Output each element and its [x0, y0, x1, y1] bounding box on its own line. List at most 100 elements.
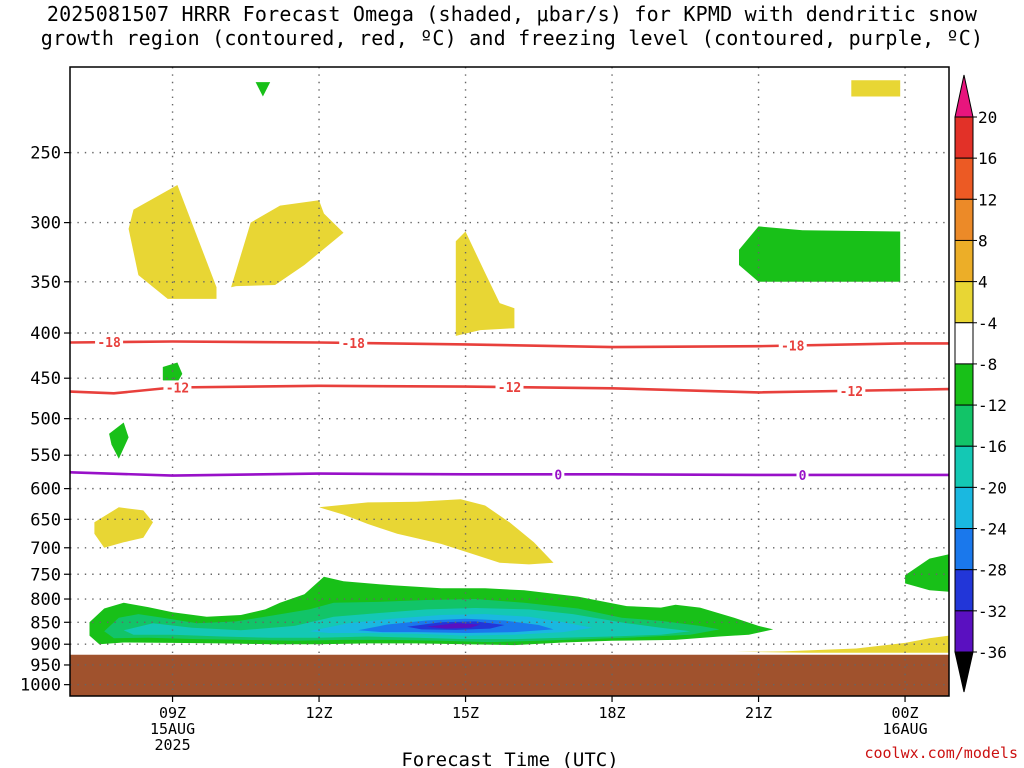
colorbar-segment-10: [954, 528, 974, 571]
colorbar-label: 12: [978, 190, 997, 209]
colorbar-segment-0: [954, 116, 974, 159]
y-tick-label-450: 450: [30, 369, 61, 389]
y-tick-label-300: 300: [30, 214, 61, 234]
colorbar-label: 8: [978, 231, 988, 250]
ground-layer: [70, 654, 949, 696]
contour-label-bg: [495, 380, 524, 395]
contour-label-dgz_-12C: -12: [166, 381, 189, 396]
contour-label-bg: [95, 335, 124, 350]
contour-dgz_-18C: -18 -18 -18: [70, 335, 949, 355]
colorbar-label: 20: [978, 108, 997, 127]
omega-region-5: [734, 635, 949, 653]
contour-line-freezing_0C: [70, 471, 949, 477]
contour-label-dgz_-12C: -12: [498, 381, 521, 396]
x-axis-label: Forecast Time (UTC): [401, 749, 618, 768]
x-tick-label-9-1: 15AUG: [150, 720, 195, 738]
colorbar-label: -28: [978, 561, 1007, 580]
colorbar-segment-4: [954, 281, 974, 324]
x-tick-label-9-2: 2025: [154, 736, 190, 754]
contour-label-dgz_-12C: -12: [840, 385, 863, 400]
contour-label-bg: [837, 383, 866, 398]
contour-label-dgz_-18C: -18: [781, 340, 805, 355]
colorbar-label: -36: [978, 643, 1007, 662]
colorbar-label: 4: [978, 273, 988, 292]
contour-label-bg: [778, 338, 807, 353]
contour-lines: -18 -18 -18-12 -12 -120 0: [70, 335, 949, 484]
colorbar-bottom-arrow: [954, 651, 974, 693]
omega-region-9: [109, 422, 129, 459]
contour-line-dgz_-18C: [70, 340, 949, 349]
colorbar-label: 16: [978, 149, 997, 168]
colorbar-segment-3: [954, 239, 974, 283]
y-tick-label-900: 900: [30, 635, 61, 655]
colorbar-segment-5: [954, 322, 974, 365]
y-tick-label-500: 500: [30, 410, 61, 430]
colorbar-segment-8: [954, 445, 974, 488]
contour-label-bg: [552, 467, 565, 482]
x-tick-label-24-1: 16AUG: [882, 720, 927, 738]
y-axis: 2503003504004505005506006507007508008509…: [20, 144, 70, 696]
y-tick-label-400: 400: [30, 324, 61, 344]
colorbar: 20 16 12 8 4 -4 -8 -12 -16 -20 -24 -28 -32 -36: [954, 74, 1007, 693]
contour-label-bg: [163, 380, 192, 395]
omega-region-4: [319, 499, 554, 565]
contour-label-bg: [796, 467, 809, 482]
contour-label-dgz_-18C: -18: [341, 337, 365, 352]
colorbar-segment-6: [954, 363, 974, 406]
colorbar-label: -16: [978, 437, 1007, 456]
grid-lines: [70, 67, 949, 696]
y-tick-label-650: 650: [30, 510, 61, 530]
credit-link[interactable]: coolwx.com/models: [864, 744, 1018, 762]
colorbar-label: -32: [978, 602, 1007, 621]
colorbar-segment-11: [954, 569, 974, 612]
y-tick-label-550: 550: [30, 446, 61, 466]
colorbar-segment-9: [954, 486, 974, 530]
contour-label-dgz_-18C: -18: [97, 336, 121, 351]
omega-region-0: [128, 185, 217, 299]
contour-label-freezing_0C: 0: [554, 468, 562, 483]
colorbar-segment-2: [954, 198, 974, 241]
omega-region-7: [739, 226, 901, 282]
x-tick-label-21-0: 21Z: [745, 704, 772, 722]
colorbar-label: -20: [978, 478, 1007, 497]
contour-dgz_-12C: -12 -12 -12: [70, 380, 949, 400]
colorbar-label: -24: [978, 520, 1007, 539]
omega-region-2: [455, 231, 515, 336]
colorbar-segment-1: [954, 157, 974, 200]
omega-region-18: [426, 623, 481, 629]
y-tick-label-750: 750: [30, 565, 61, 585]
contour-label-bg: [339, 335, 368, 350]
title-line-1: 2025081507 HRRR Forecast Omega (shaded, …: [46, 2, 978, 26]
y-tick-label-600: 600: [30, 480, 61, 500]
y-tick-label-950: 950: [30, 656, 61, 676]
y-tick-label-700: 700: [30, 539, 61, 559]
colorbar-segment-12: [954, 610, 974, 653]
colorbar-label: -4: [978, 314, 997, 333]
terrain-fill: [70, 654, 949, 696]
x-tick-label-9-0: 09Z: [159, 704, 186, 722]
colorbar-label: -12: [978, 396, 1007, 415]
y-tick-label-250: 250: [30, 144, 61, 164]
omega-region-6: [851, 80, 901, 97]
title-line-2: growth region (contoured, red, ºC) and f…: [40, 26, 984, 50]
colorbar-label: -8: [978, 355, 997, 374]
omega-region-3: [94, 507, 153, 548]
y-tick-label-850: 850: [30, 613, 61, 633]
chart-title: 2025081507 HRRR Forecast Omega (shaded, …: [0, 2, 1024, 50]
y-tick-label-800: 800: [30, 590, 61, 610]
omega-region-10: [255, 82, 271, 97]
x-tick-label-24-0: 00Z: [892, 704, 919, 722]
omega-region-11: [905, 554, 949, 592]
contour-line-dgz_-12C: [70, 384, 949, 395]
y-tick-label-1000: 1000: [20, 676, 61, 696]
colorbar-segment-7: [954, 404, 974, 447]
x-tick-label-15-0: 15Z: [452, 704, 479, 722]
x-tick-label-12-0: 12Z: [306, 704, 333, 722]
colorbar-top-arrow: [954, 74, 974, 118]
contour-label-freezing_0C: 0: [799, 469, 807, 484]
x-tick-label-18-0: 18Z: [599, 704, 626, 722]
plot-frame: [69, 66, 950, 697]
